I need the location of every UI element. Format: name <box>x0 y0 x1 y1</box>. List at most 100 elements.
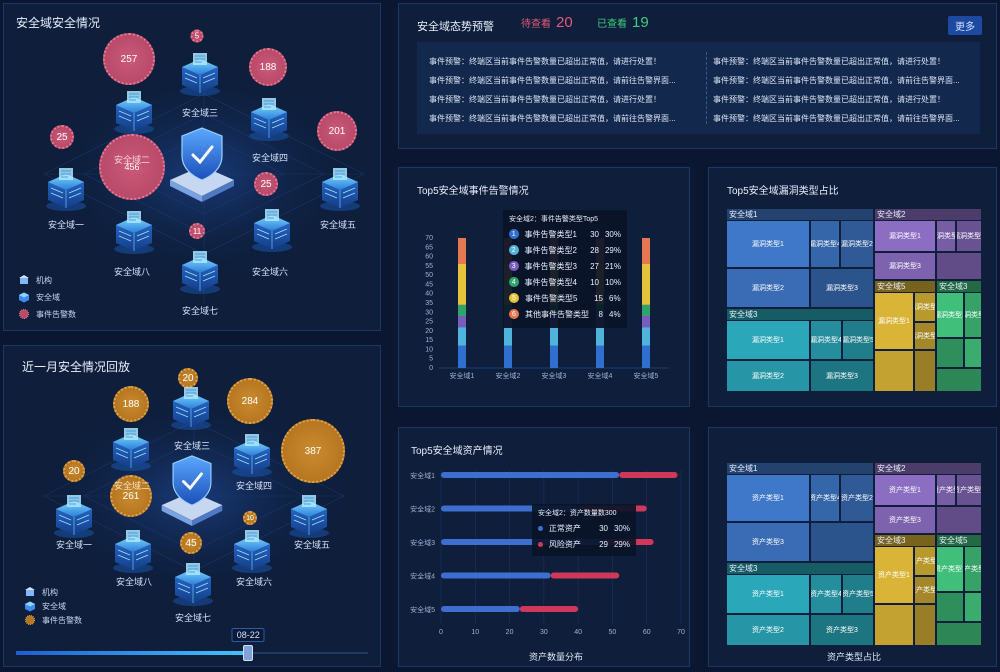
server-icon[interactable] <box>250 207 294 253</box>
alarm-bubble[interactable]: 257 <box>103 33 155 85</box>
treemap-cell[interactable]: 资产类型3 <box>874 506 936 534</box>
treemap-cell[interactable]: 漏洞类型2 <box>964 292 982 338</box>
treemap-cell[interactable] <box>936 368 982 392</box>
bar-segment[interactable] <box>596 345 604 368</box>
warning-item[interactable]: 事件预警：终端区当前事件告警数量已超出正常值，请前往告警界面... <box>713 76 960 85</box>
treemap-cell[interactable]: 漏洞类型3 <box>810 268 874 308</box>
bar-segment[interactable] <box>458 304 466 316</box>
bar-segment[interactable] <box>550 572 620 579</box>
bar-segment[interactable] <box>504 327 512 346</box>
alarm-bubble[interactable]: 188 <box>249 48 287 86</box>
bar-segment[interactable] <box>504 345 512 368</box>
server-icon[interactable] <box>112 209 156 255</box>
treemap-cell[interactable]: 漏洞类型3 <box>874 252 936 280</box>
server-icon[interactable] <box>230 528 274 574</box>
alarm-bubble[interactable]: 45 <box>180 532 202 554</box>
alarm-bubble[interactable]: 261 <box>110 475 152 517</box>
treemap-cell[interactable]: 漏洞类型2 <box>914 322 936 350</box>
treemap-cell[interactable]: 漏洞类型1 <box>874 220 936 252</box>
warning-item[interactable]: 事件预警：终端区当前事件告警数量已超出正常值，请前往告警界面... <box>429 76 676 85</box>
warning-item[interactable]: 事件预警：终端区当前事件告警数量已超出正常值，请进行处置！ <box>429 57 661 66</box>
server-icon[interactable] <box>52 493 96 539</box>
treemap-cell[interactable]: 资产类型3 <box>810 614 874 646</box>
server-icon[interactable] <box>171 561 215 607</box>
server-icon[interactable] <box>169 385 213 431</box>
treemap-cell[interactable]: 漏洞类型4 <box>810 220 840 268</box>
server-icon[interactable] <box>44 166 88 212</box>
treemap-cell[interactable]: 漏洞类型2 <box>956 220 982 252</box>
bar-segment[interactable] <box>458 238 466 264</box>
bar-segment[interactable] <box>642 316 650 328</box>
server-icon[interactable] <box>112 89 156 135</box>
treemap-cell[interactable]: 资产类型1 <box>874 546 914 604</box>
alarm-bubble[interactable]: 25 <box>254 172 278 196</box>
treemap-cell[interactable]: 资产类型 <box>936 474 956 506</box>
server-icon[interactable] <box>230 432 274 478</box>
pending-counter[interactable]: 待查看 20 <box>521 14 573 31</box>
alarm-bubble[interactable]: 25 <box>50 125 74 149</box>
bar-segment[interactable] <box>642 238 650 264</box>
server-icon[interactable] <box>111 528 155 574</box>
warning-item[interactable]: 事件预警：终端区当前事件告警数量已超出正常值，请前往告警界面... <box>429 114 676 123</box>
warning-item[interactable]: 事件预警：终端区当前事件告警数量已超出正常值，请进行处置！ <box>429 95 661 104</box>
bar-segment[interactable] <box>458 264 466 305</box>
treemap-cell[interactable] <box>936 622 982 646</box>
server-icon[interactable] <box>178 51 222 97</box>
treemap-cell[interactable]: 漏洞类型1 <box>936 292 964 338</box>
bar-segment[interactable] <box>458 327 466 346</box>
alarm-bubble[interactable]: 5 <box>190 29 204 43</box>
treemap-cell[interactable] <box>964 592 982 622</box>
treemap-cell[interactable]: 漏洞类型5 <box>842 320 874 360</box>
treemap-cell[interactable]: 资产类型4 <box>810 474 840 522</box>
more-button[interactable]: 更多 <box>948 16 982 35</box>
treemap-cell[interactable]: 资产类型3 <box>726 522 810 562</box>
server-icon[interactable] <box>109 426 153 472</box>
shield-icon[interactable] <box>156 450 228 530</box>
treemap-cell[interactable]: 资产类型3 <box>914 546 936 576</box>
treemap-cell[interactable] <box>936 592 964 622</box>
treemap-cell[interactable]: 资产类型5 <box>842 574 874 614</box>
treemap-cell[interactable]: 漏洞类型2 <box>726 360 810 392</box>
treemap-cell[interactable]: 资产类型2 <box>726 614 810 646</box>
bar-segment[interactable] <box>596 327 604 346</box>
server-icon[interactable] <box>178 249 222 295</box>
treemap-cell[interactable]: 漏洞类型4 <box>936 220 956 252</box>
bar-segment[interactable] <box>441 572 551 579</box>
alarm-bubble[interactable]: 201 <box>317 111 357 151</box>
bar-segment[interactable] <box>550 345 558 368</box>
warning-item[interactable]: 事件预警：终端区当前事件告警数量已超出正常值，请进行处置！ <box>713 95 945 104</box>
server-icon[interactable] <box>247 96 291 142</box>
slider-handle[interactable] <box>243 645 254 661</box>
treemap-cell[interactable]: 资产类型2 <box>914 576 936 604</box>
bar-segment[interactable] <box>642 345 650 368</box>
treemap-cell[interactable]: 资产类型2 <box>840 474 874 522</box>
alarm-bubble[interactable]: 20 <box>63 460 85 482</box>
treemap-cell[interactable] <box>964 338 982 368</box>
treemap-cell[interactable] <box>874 350 914 392</box>
treemap-cell[interactable] <box>936 252 982 280</box>
bar-segment[interactable] <box>642 264 650 305</box>
bar-segment[interactable] <box>642 304 650 316</box>
bar-segment[interactable] <box>642 327 650 346</box>
server-icon[interactable] <box>318 166 362 212</box>
treemap-cell[interactable] <box>914 604 936 646</box>
treemap-cell[interactable]: 资产类型2 <box>956 474 982 506</box>
alarm-bubble[interactable]: 387 <box>281 419 345 483</box>
treemap-cell[interactable] <box>874 604 914 646</box>
treemap-cell[interactable]: 漏洞类型2 <box>840 220 874 268</box>
alarm-bubble[interactable]: 284 <box>227 378 273 424</box>
treemap-cell[interactable]: 资产类型1 <box>936 546 964 592</box>
viewed-counter[interactable]: 已查看 19 <box>597 14 649 31</box>
treemap-cell[interactable]: 漏洞类型3 <box>810 360 874 392</box>
bar-segment[interactable] <box>441 606 520 612</box>
treemap-cell[interactable]: 漏洞类型1 <box>726 320 810 360</box>
treemap-cell[interactable]: 资产类型2 <box>964 546 982 592</box>
bar-segment[interactable] <box>441 472 620 478</box>
bar-segment[interactable] <box>550 327 558 346</box>
bar-segment[interactable] <box>458 345 466 368</box>
treemap-cell[interactable]: 漏洞类型4 <box>914 292 936 322</box>
timeline-slider[interactable]: 08-22 <box>16 628 368 661</box>
treemap-cell[interactable]: 漏洞类型1 <box>726 220 810 268</box>
warning-item[interactable]: 事件预警：终端区当前事件告警数量已超出正常值，请进行处置！ <box>713 57 945 66</box>
treemap-cell[interactable]: 漏洞类型1 <box>874 292 914 350</box>
